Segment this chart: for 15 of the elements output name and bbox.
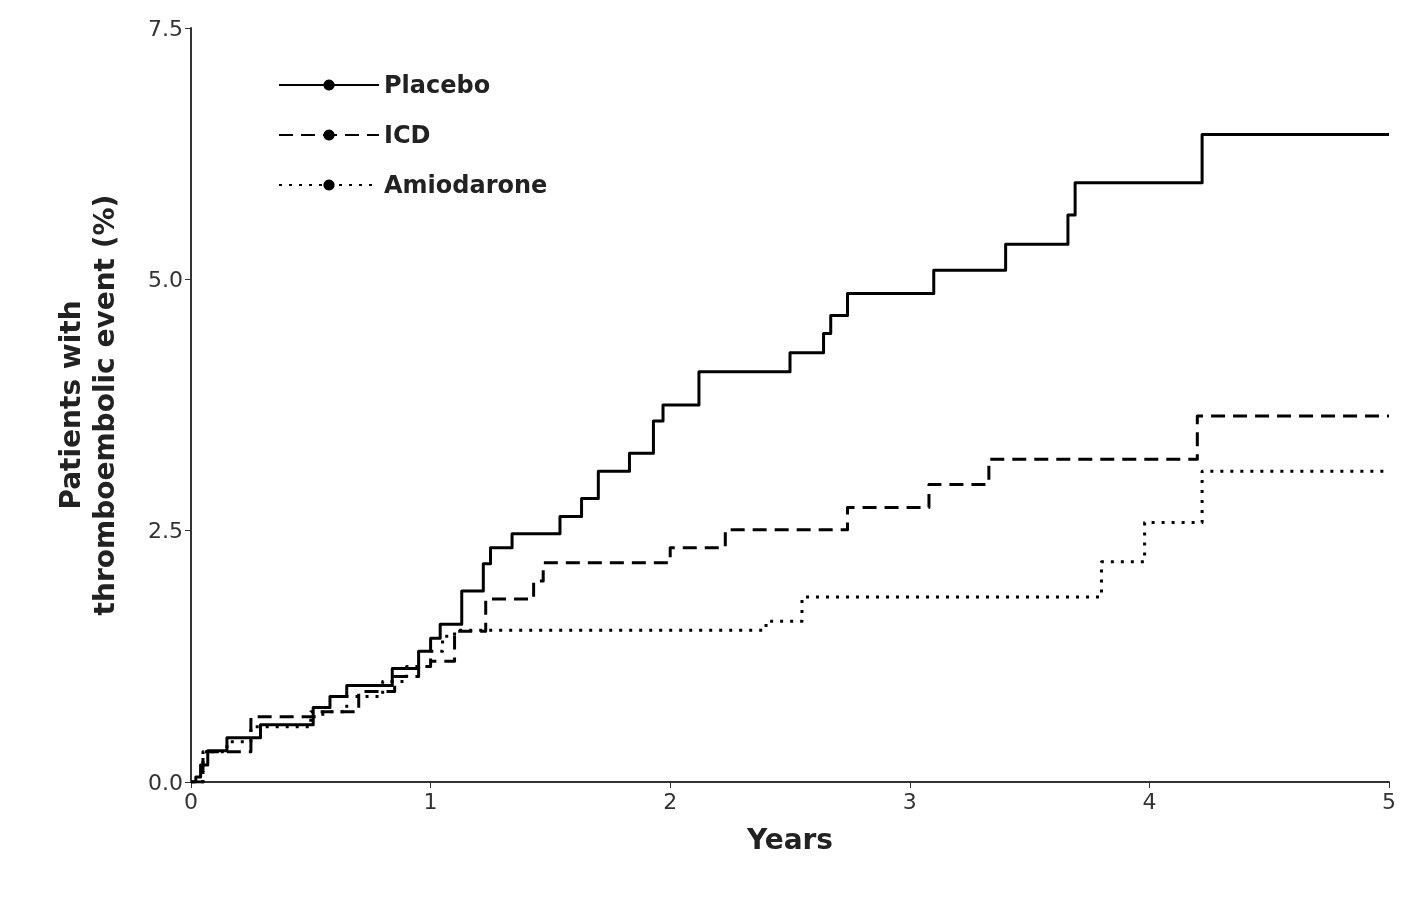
legend-label: ICD bbox=[384, 121, 431, 149]
y-tick-label: 0.0 bbox=[148, 769, 183, 795]
y-tick-label: 5.0 bbox=[148, 266, 183, 292]
legend-label: Amiodarone bbox=[384, 171, 548, 199]
x-tick-label: 4 bbox=[1142, 788, 1157, 814]
y-tick-label: 2.5 bbox=[148, 518, 183, 544]
x-tick-label: 3 bbox=[902, 788, 917, 814]
x-tick-label: 2 bbox=[663, 788, 678, 814]
y-axis-title: Patients with thromboembolic event (%) bbox=[53, 194, 121, 616]
x-tick-label: 1 bbox=[423, 788, 438, 814]
x-axis-title: Years bbox=[745, 822, 834, 856]
legend-label: Placebo bbox=[384, 71, 491, 99]
x-tick-label: 0 bbox=[184, 788, 198, 814]
x-tick-label: 5 bbox=[1382, 788, 1396, 814]
y-tick-label: 7.5 bbox=[148, 15, 183, 41]
